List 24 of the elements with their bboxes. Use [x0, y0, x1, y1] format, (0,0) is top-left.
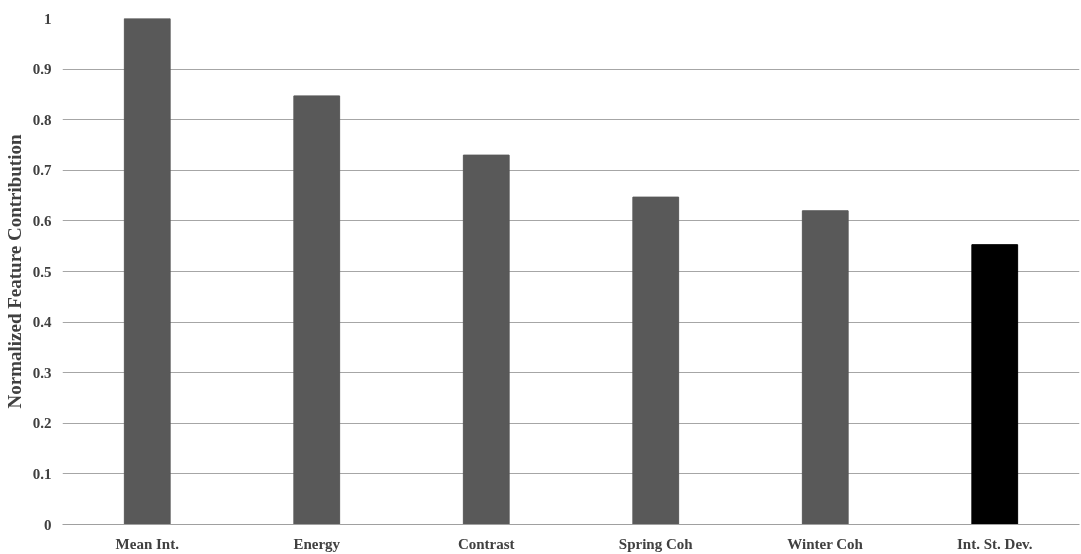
bar	[971, 244, 1019, 525]
y-tick-label: 1	[44, 10, 52, 27]
y-tick-label: 0.8	[32, 111, 52, 128]
y-tick-label: 0.6	[32, 212, 52, 229]
y-tick-label: 0	[44, 516, 52, 533]
y-tick-label: 0.7	[32, 162, 52, 179]
y-axis-title: Normalized Feature Contribution	[3, 134, 25, 409]
x-tick-label: Mean Int.	[115, 535, 180, 552]
y-tick-label: 0.2	[32, 415, 52, 432]
y-tick-label: 0.5	[32, 263, 52, 280]
bar	[632, 196, 680, 525]
y-tick-label: 0.9	[32, 61, 52, 78]
y-tick-label: 0.4	[32, 314, 52, 331]
bar	[462, 154, 510, 525]
bar	[293, 95, 341, 525]
bar	[123, 18, 171, 525]
y-tick-label: 0.1	[32, 465, 52, 482]
x-tick-label: Energy	[293, 535, 341, 552]
x-tick-label: Contrast	[457, 535, 515, 552]
x-tick-label: Winter Coh	[787, 535, 864, 552]
bar	[801, 210, 849, 525]
y-tick-label: 0.3	[32, 364, 52, 381]
x-tick-label: Int. St. Dev.	[957, 535, 1033, 552]
x-tick-label: Spring Coh	[618, 535, 694, 552]
